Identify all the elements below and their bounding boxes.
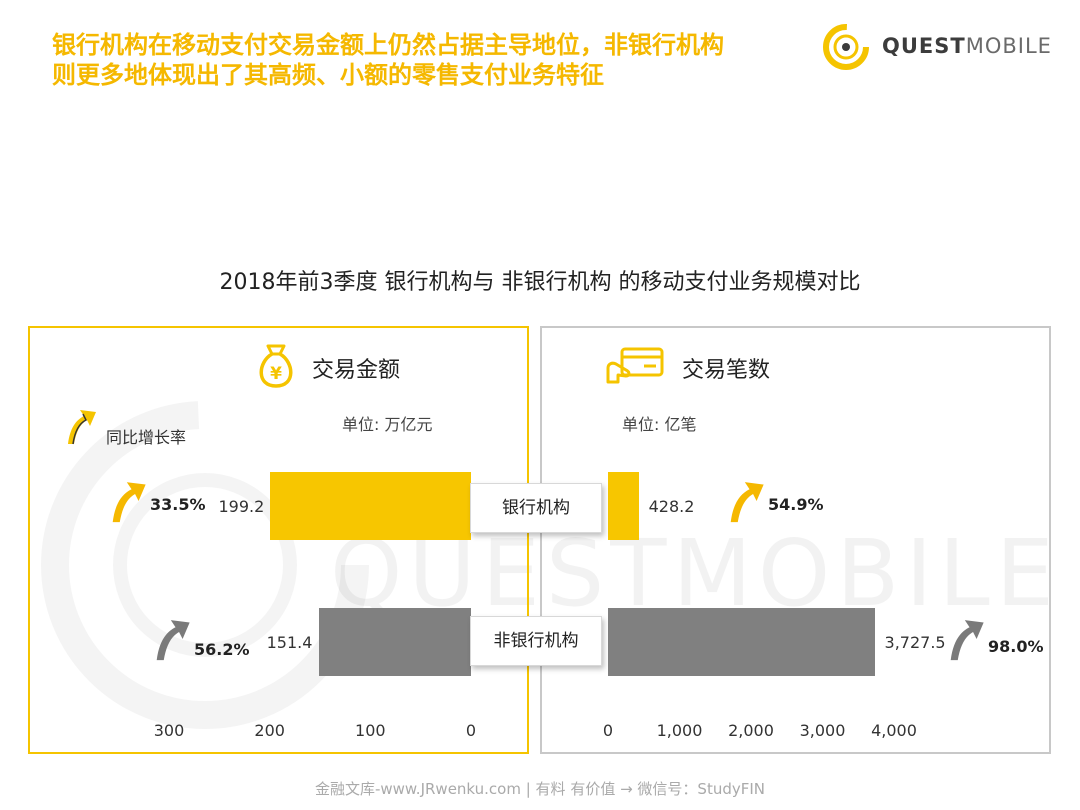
logo-text: QUESTMOBILE bbox=[882, 34, 1052, 58]
count-axis-tick: 0 bbox=[602, 721, 614, 740]
footer: 金融文库-www.JRwenku.com | 有料 有价值 → 微信号：Stud… bbox=[314, 780, 766, 798]
panel-amount bbox=[28, 326, 529, 754]
logo-text-bold: QUEST bbox=[882, 34, 966, 58]
arrow-up-icon bbox=[68, 410, 96, 445]
count-growth-label: 54.9% bbox=[768, 495, 824, 514]
count-axis-tick: 4,000 bbox=[871, 721, 917, 740]
amount-axis-tick: 0 bbox=[465, 721, 477, 740]
amount-panel-title: 交易金额 bbox=[312, 358, 401, 383]
amount-value-label: 199.2 bbox=[218, 497, 265, 516]
card-payment-icon bbox=[606, 347, 664, 384]
count-value-label: 3,727.5 bbox=[884, 633, 946, 652]
count-axis-tick: 2,000 bbox=[728, 721, 774, 740]
questmobile-logo: QUESTMOBILE bbox=[818, 20, 1051, 76]
growth-arrow-icon bbox=[950, 620, 984, 661]
legend-growth-label: 同比增长率 bbox=[106, 428, 187, 447]
panel-count bbox=[540, 326, 1051, 754]
count-axis-tick: 1,000 bbox=[656, 721, 703, 740]
count-bar-bank bbox=[608, 472, 639, 540]
headline-line-1: 银行机构在移动支付交易金额上仍然占据主导地位，非银行机构 bbox=[52, 31, 724, 59]
count-bar-nonbank bbox=[608, 608, 875, 676]
amount-growth-label: 33.5% bbox=[150, 495, 206, 514]
watermark-circle-icon bbox=[41, 401, 369, 729]
amount-axis-tick: 100 bbox=[355, 721, 386, 740]
count-growth-label: 98.0% bbox=[988, 637, 1044, 656]
amount-axis-tick: 200 bbox=[254, 721, 285, 740]
logo-mark-icon bbox=[823, 24, 869, 70]
amount-growth-label: 56.2% bbox=[194, 640, 250, 659]
amount-value-label: 151.4 bbox=[266, 633, 313, 652]
chart-title: 2018年前3季度 银行机构与 非银行机构 的移动支付业务规模对比 bbox=[219, 270, 861, 295]
amount-axis-tick: 300 bbox=[153, 721, 185, 740]
category-label-bank: 银行机构 bbox=[470, 483, 602, 533]
logo-text-light: MOBILE bbox=[965, 34, 1052, 58]
svg-text:¥: ¥ bbox=[270, 364, 282, 384]
count-axis-tick: 3,000 bbox=[799, 721, 846, 740]
growth-arrow-icon bbox=[112, 482, 146, 523]
growth-arrow-icon bbox=[730, 482, 764, 523]
amount-bar-bank bbox=[270, 472, 471, 540]
count-value-label: 428.2 bbox=[648, 497, 695, 516]
category-label-nonbank: 非银行机构 bbox=[470, 616, 602, 666]
amount-unit: 单位: 万亿元 bbox=[342, 415, 433, 434]
amount-bar-nonbank bbox=[318, 608, 471, 676]
count-unit: 单位: 亿笔 bbox=[622, 415, 697, 434]
headline: 银行机构在移动支付交易金额上仍然占据主导地位，非银行机构 则更多地体现出了其高频… bbox=[52, 30, 832, 90]
growth-arrow-icon bbox=[156, 620, 190, 661]
headline-line-2: 则更多地体现出了其高频、小额的零售支付业务特征 bbox=[52, 61, 604, 89]
count-panel-title: 交易笔数 bbox=[682, 358, 771, 383]
money-bag-icon: ¥ bbox=[259, 344, 293, 388]
